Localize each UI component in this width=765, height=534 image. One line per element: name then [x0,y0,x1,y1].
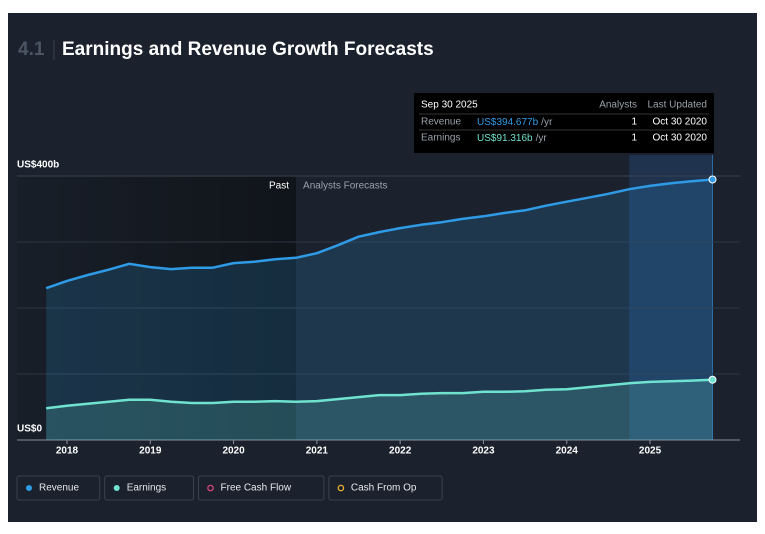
tooltip-value: US$91.316b/yr [477,133,547,144]
legend-label: Revenue [39,483,79,494]
tooltip-updated: Oct 30 2020 [653,133,708,144]
forecast-label: Analysts Forecasts [303,181,387,192]
tooltip-date: Sep 30 2025 [421,100,478,111]
chart-title: Earnings and Revenue Growth Forecasts [62,39,434,60]
tooltip-unit: /yr [536,133,548,144]
legend-button [328,475,443,501]
y-tick-label: US$400b [17,160,59,171]
tooltip [414,93,714,153]
x-tick-label: 2020 [222,446,245,457]
tooltip-updated: Oct 30 2020 [653,117,708,128]
tooltip-analysts: 1 [631,117,637,128]
x-tick-label: 2025 [639,446,662,457]
tooltip-value-label: US$91.316b [477,133,533,144]
legend-label: Cash From Op [351,483,417,494]
legend-label: Earnings [127,483,166,494]
past-label: Past [269,181,289,192]
legend-swatch [337,484,345,492]
legend-button [104,475,194,501]
x-tick-label: 2021 [306,446,329,457]
tooltip-value: US$394.677b/yr [477,117,553,128]
legend-label: Free Cash Flow [221,483,292,494]
end-marker [708,175,717,184]
x-tick-label: 2023 [472,446,495,457]
legend-swatch [113,485,120,491]
legend-item[interactable]: Revenue [16,475,101,501]
series-area [46,179,713,440]
tooltip-analysts: 1 [631,133,637,144]
legend-swatch [207,484,214,492]
end-marker [708,375,717,384]
tooltip-col: Last Updated [648,100,708,111]
tooltip-value-label: US$394.677b [477,117,539,128]
tooltip-col: Analysts [599,100,637,111]
legend-swatch [26,485,32,491]
section-number: 4.1 [18,39,45,60]
series-area [46,379,713,440]
legend-button [198,475,325,501]
legend-item[interactable]: Free Cash Flow [198,475,325,501]
x-tick-label: 2022 [389,446,412,457]
x-tick-label: 2024 [556,446,579,457]
series-line [46,378,713,410]
y-tick-label: US$0 [17,424,42,435]
tooltip-unit: /yr [541,117,553,128]
series-line [45,178,713,290]
legend-item[interactable]: Cash From Op [328,475,443,501]
legend-button [16,475,101,501]
tooltip-name: Revenue [421,117,461,128]
x-tick-label: 2018 [56,446,79,457]
legend-item[interactable]: Earnings [104,475,194,501]
hover-band [629,155,713,440]
tooltip-name: Earnings [421,133,460,144]
x-tick-label: 2019 [139,446,162,457]
